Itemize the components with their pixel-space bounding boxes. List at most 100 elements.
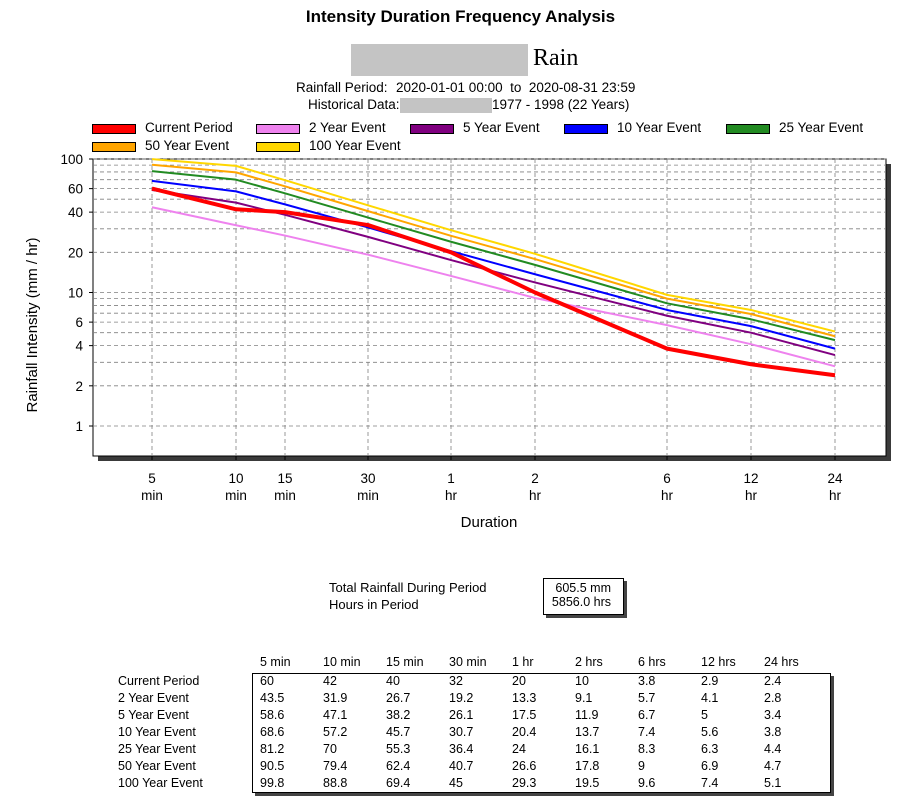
- x-tick-label: 1: [447, 471, 455, 486]
- historical-data-label: Historical Data:: [308, 97, 400, 112]
- table-row-label: 5 Year Event: [118, 708, 189, 722]
- y-tick-label: 2: [75, 379, 83, 394]
- table-cell: 8.3: [638, 742, 656, 756]
- table-cell: 30.7: [449, 725, 474, 739]
- table-cell: 4.4: [764, 742, 782, 756]
- table-cell: 2.9: [701, 674, 719, 688]
- series-line: [151, 206, 836, 368]
- table-cell: 6.3: [701, 742, 719, 756]
- table-cell: 90.5: [260, 759, 285, 773]
- table-header-cell: 12 hrs: [701, 655, 736, 669]
- table-cell: 9.6: [638, 776, 656, 790]
- legend-swatch: [256, 124, 300, 134]
- legend-swatch: [256, 142, 300, 152]
- table-row-label: 50 Year Event: [118, 759, 196, 773]
- table-header-cell: 6 hrs: [638, 655, 666, 669]
- x-tick-unit: hr: [445, 488, 458, 503]
- table-cell: 6.9: [701, 759, 719, 773]
- legend-label: 5 Year Event: [463, 120, 540, 135]
- historical-data-value: 1977 - 1998 (22 Years): [492, 97, 630, 112]
- redacted-historical-source: [400, 98, 492, 113]
- table-cell: 24: [512, 742, 526, 756]
- x-tick-label: 5: [148, 471, 156, 486]
- chart-subtitle: Rain: [533, 45, 579, 71]
- x-tick-unit: min: [141, 488, 163, 503]
- table-cell: 9: [638, 759, 645, 773]
- table-row-label: Current Period: [118, 674, 200, 688]
- chart-title: Intensity Duration Frequency Analysis: [305, 7, 616, 26]
- table-cell: 5.6: [701, 725, 719, 739]
- table-cell: 20.4: [512, 725, 537, 739]
- table-cell: 55.3: [386, 742, 411, 756]
- table-cell: 3.4: [764, 708, 782, 722]
- legend-label: Current Period: [145, 120, 233, 135]
- hours-in-period-value: 5856.0 hrs: [551, 595, 611, 609]
- table-cell: 99.8: [260, 776, 285, 790]
- table-cell: 62.4: [386, 759, 411, 773]
- y-tick-label: 60: [68, 182, 83, 197]
- x-tick-unit: min: [357, 488, 379, 503]
- x-tick-label: 6: [663, 471, 671, 486]
- x-tick-unit: hr: [745, 488, 758, 503]
- table-cell: 7.4: [638, 725, 656, 739]
- table-cell: 9.1: [575, 691, 593, 705]
- table-cell: 70: [323, 742, 337, 756]
- table-cell: 29.3: [512, 776, 537, 790]
- x-tick-unit: min: [274, 488, 296, 503]
- series-line: [151, 186, 836, 378]
- table-cell: 7.4: [701, 776, 719, 790]
- table-cell: 32: [449, 674, 463, 688]
- table-cell: 88.8: [323, 776, 348, 790]
- x-tick-label: 10: [228, 471, 243, 486]
- table-cell: 19.5: [575, 776, 600, 790]
- table-cell: 42: [323, 674, 337, 688]
- table-cell: 2.8: [764, 691, 782, 705]
- table-cell: 4.7: [764, 759, 782, 773]
- y-tick-label: 10: [68, 286, 83, 301]
- rainfall-period-label: Rainfall Period:: [296, 80, 388, 95]
- y-tick-label: 1: [75, 419, 83, 434]
- table-cell: 60: [260, 674, 274, 688]
- table-row-label: 10 Year Event: [118, 725, 196, 739]
- table-cell: 69.4: [386, 776, 411, 790]
- table-row-label: 100 Year Event: [118, 776, 203, 790]
- x-tick-label: 30: [360, 471, 375, 486]
- totals-box: 605.5 mm 5856.0 hrs: [543, 578, 624, 615]
- table-cell: 4.1: [701, 691, 719, 705]
- table-cell: 19.2: [449, 691, 474, 705]
- legend-swatch: [726, 124, 770, 134]
- y-tick-label: 40: [68, 205, 83, 220]
- x-axis-title: Duration: [461, 514, 518, 531]
- redacted-station-name: [351, 44, 528, 76]
- table-header-cell: 30 min: [449, 655, 487, 669]
- table-cell: 2.4: [764, 674, 782, 688]
- rainfall-period-value: 2020-01-01 00:00 to 2020-08-31 23:59: [396, 80, 636, 95]
- table-cell: 40.7: [449, 759, 474, 773]
- table-cell: 58.6: [260, 708, 285, 722]
- series-line: [151, 170, 836, 342]
- legend-swatch: [564, 124, 608, 134]
- hours-in-period-label: Hours in Period: [329, 597, 419, 612]
- legend-swatch: [92, 142, 136, 152]
- x-tick-label: 2: [531, 471, 539, 486]
- table-header-cell: 1 hr: [512, 655, 534, 669]
- table-cell: 81.2: [260, 742, 285, 756]
- table-cell: 5.7: [638, 691, 656, 705]
- table-cell: 26.6: [512, 759, 537, 773]
- y-tick-label: 4: [75, 339, 83, 354]
- table-cell: 13.7: [575, 725, 600, 739]
- table-cell: 3.8: [764, 725, 782, 739]
- legend-label: 100 Year Event: [309, 138, 401, 153]
- table-cell: 5: [701, 708, 708, 722]
- x-tick-unit: hr: [529, 488, 542, 503]
- table-header-cell: 10 min: [323, 655, 361, 669]
- x-tick-label: 12: [743, 471, 758, 486]
- y-tick-label: 20: [68, 245, 83, 260]
- table-cell: 26.1: [449, 708, 474, 722]
- table-cell: 16.1: [575, 742, 600, 756]
- series-line: [151, 158, 836, 333]
- table-cell: 17.5: [512, 708, 537, 722]
- table-cell: 17.8: [575, 759, 600, 773]
- table-cell: 47.1: [323, 708, 348, 722]
